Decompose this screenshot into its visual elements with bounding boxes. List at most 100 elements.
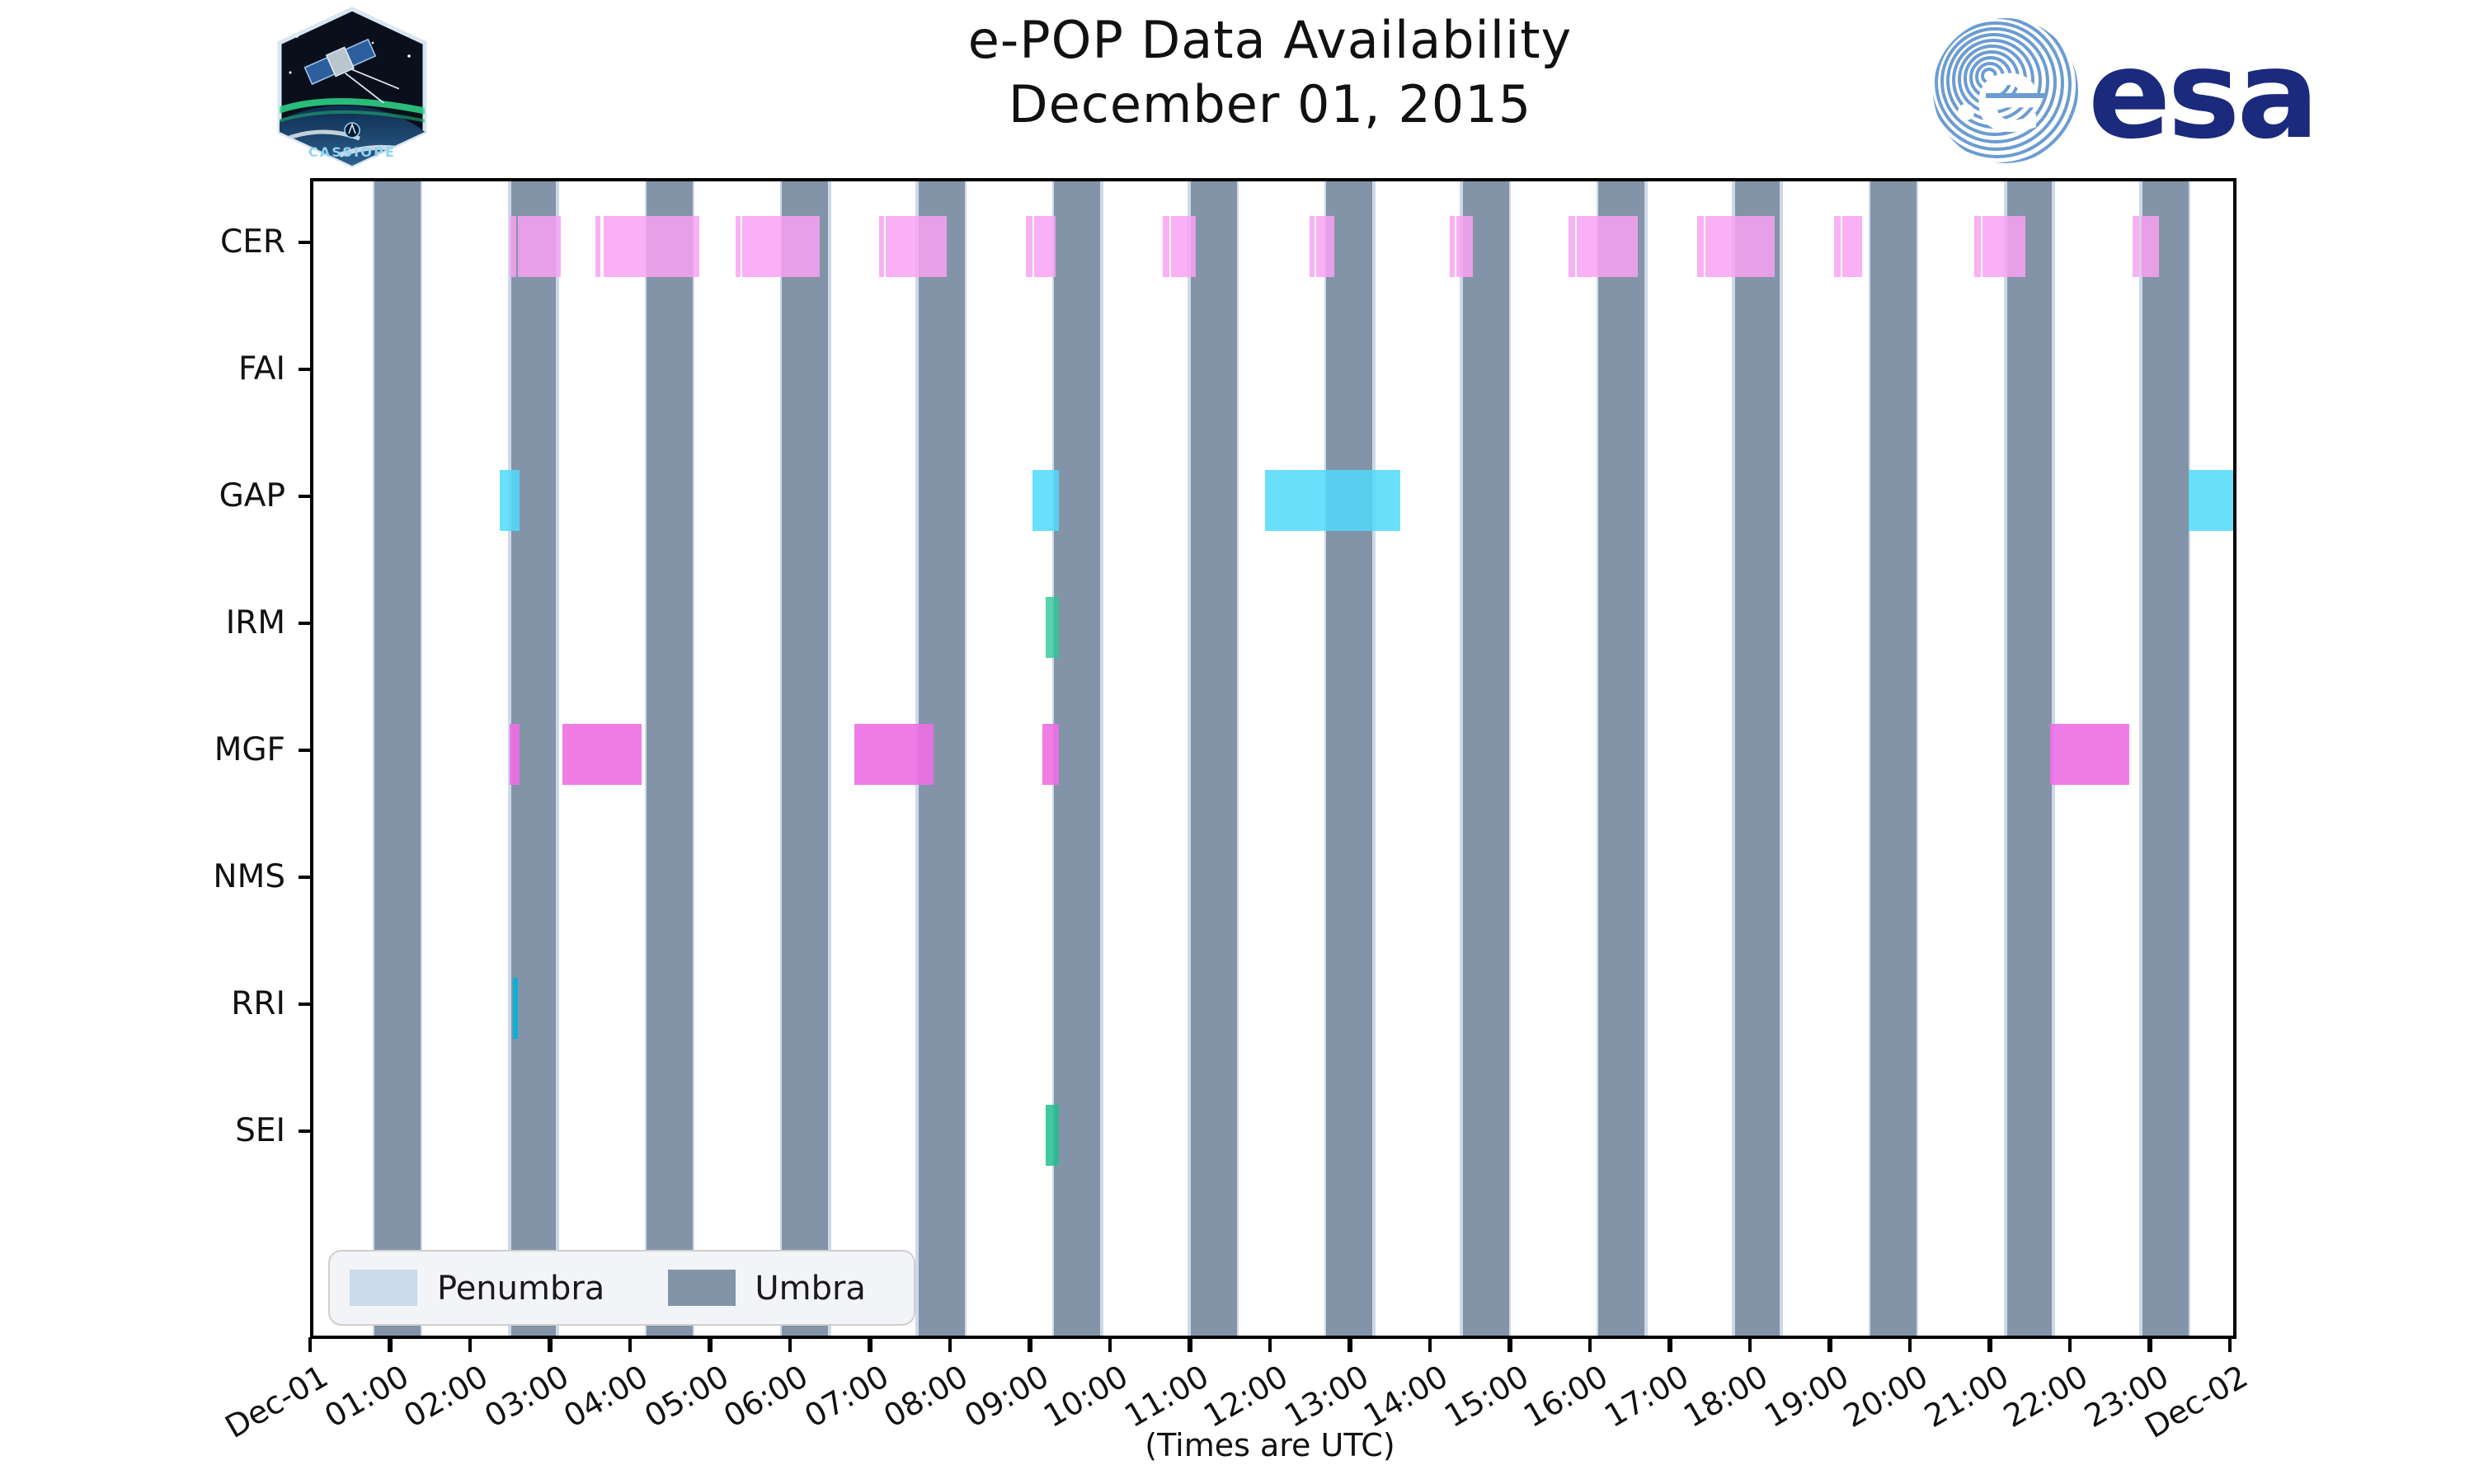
data-bar-cer [1309, 215, 1315, 276]
x-tick [1987, 1336, 1992, 1351]
umbra-band [1462, 181, 1509, 1336]
data-bar-mgf [562, 723, 642, 784]
x-label-1700: 17:00 [1598, 1359, 1695, 1435]
penumbra-strip [964, 181, 967, 1336]
data-bar-mgf [510, 723, 520, 784]
data-bar-cer [1705, 215, 1775, 276]
umbra-band [1598, 181, 1645, 1336]
page-title: e-POP Data Availability December 01, 201… [280, 10, 2260, 139]
data-bar-cer [1569, 215, 1575, 276]
penumbra-strip [2004, 181, 2006, 1336]
penumbra-strip [1324, 181, 1327, 1336]
x-tick [388, 1336, 393, 1351]
data-bar-sei [1046, 1104, 1060, 1165]
x-label-0300: 03:00 [478, 1359, 575, 1435]
penumbra-strip [1460, 181, 1463, 1336]
umbra-band [1326, 181, 1373, 1336]
penumbra-strip [420, 181, 423, 1336]
data-bar-cer [1982, 215, 2026, 276]
x-tick [468, 1336, 473, 1351]
x-label-2200: 22:00 [1998, 1359, 2095, 1435]
y-tick [299, 875, 310, 880]
penumbra-strip [1780, 181, 1783, 1336]
umbra-band [1870, 181, 1917, 1336]
x-label-0100: 01:00 [318, 1359, 415, 1435]
data-bar-cer [1974, 215, 1982, 276]
y-label-gap: GAP [219, 477, 285, 514]
x-label-1300: 13:00 [1278, 1359, 1375, 1435]
umbra-band [1734, 181, 1780, 1336]
data-bar-cer [1450, 215, 1456, 276]
penumbra-strip [372, 181, 375, 1336]
x-label-0700: 07:00 [798, 1359, 895, 1435]
penumbra-strip [508, 181, 511, 1336]
data-bar-cer [736, 215, 741, 276]
x-label-2000: 20:00 [1838, 1359, 1935, 1435]
esa-globe-icon: e [1933, 18, 2078, 163]
umbra-band [374, 181, 421, 1336]
x-tick [308, 1336, 313, 1351]
y-tick [299, 494, 310, 499]
x-label-1100: 11:00 [1118, 1359, 1215, 1435]
umbra-band [1054, 181, 1101, 1336]
x-tick [1028, 1336, 1032, 1351]
umbra-band [1190, 181, 1237, 1336]
esa-logo-text: esa [2088, 24, 2316, 166]
data-bar-rri [513, 977, 519, 1038]
y-tick [299, 1129, 310, 1134]
data-bar-cer [1833, 215, 1841, 276]
legend: Penumbra Umbra [328, 1250, 915, 1326]
legend-entry-umbra: Umbra [667, 1268, 912, 1308]
penumbra-strip [1868, 181, 1871, 1336]
x-tick [1348, 1336, 1352, 1351]
penumbra-strip [1372, 181, 1376, 1336]
x-label-0400: 04:00 [558, 1359, 655, 1435]
legend-label-penumbra: Penumbra [437, 1268, 605, 1308]
x-tick [2147, 1336, 2152, 1351]
y-label-irm: IRM [225, 603, 285, 641]
data-bar-cer [1170, 215, 1196, 276]
title-line-1: e-POP Data Availability [967, 12, 1573, 71]
data-bar-cer [1697, 215, 1704, 276]
x-tick [1188, 1336, 1192, 1351]
data-bar-cer [742, 215, 820, 276]
x-label-0600: 06:00 [718, 1359, 815, 1435]
x-tick [1827, 1336, 1832, 1351]
data-bar-cer [517, 215, 561, 276]
title-line-2: December 01, 2015 [1008, 76, 1532, 135]
y-tick [299, 367, 310, 372]
legend-swatch-penumbra [350, 1270, 417, 1306]
x-tick [1747, 1336, 1752, 1351]
x-tick [788, 1336, 793, 1351]
data-bar-cer [509, 215, 516, 276]
data-bar-gap [1264, 469, 1401, 530]
data-bar-mgf [2049, 723, 2129, 784]
y-label-fai: FAI [238, 350, 285, 387]
data-bar-cer [595, 215, 601, 276]
plot-area [310, 178, 2236, 1339]
data-bar-cer [603, 215, 699, 276]
legend-swatch-umbra [667, 1270, 736, 1306]
penumbra-strip [779, 181, 783, 1336]
data-bar-cer [879, 215, 884, 276]
data-bar-irm [1045, 596, 1059, 657]
x-tick [868, 1336, 872, 1351]
legend-label-umbra: Umbra [755, 1268, 866, 1308]
data-bar-gap [1032, 469, 1060, 530]
data-bar-cer [1033, 215, 1056, 276]
penumbra-strip [2139, 181, 2142, 1336]
x-label-2100: 21:00 [1918, 1359, 2015, 1435]
data-bar-gap [500, 469, 520, 530]
x-tick [1507, 1336, 1512, 1351]
penumbra-strip [692, 181, 695, 1336]
y-label-nms: NMS [213, 857, 285, 895]
y-label-sei: SEI [235, 1111, 285, 1149]
x-label-1800: 18:00 [1678, 1359, 1775, 1435]
x-tick [1268, 1336, 1272, 1351]
data-bar-cer [1576, 215, 1638, 276]
penumbra-strip [1236, 181, 1239, 1336]
y-tick [299, 621, 310, 626]
x-tick [2227, 1336, 2232, 1351]
x-tick [628, 1336, 633, 1351]
